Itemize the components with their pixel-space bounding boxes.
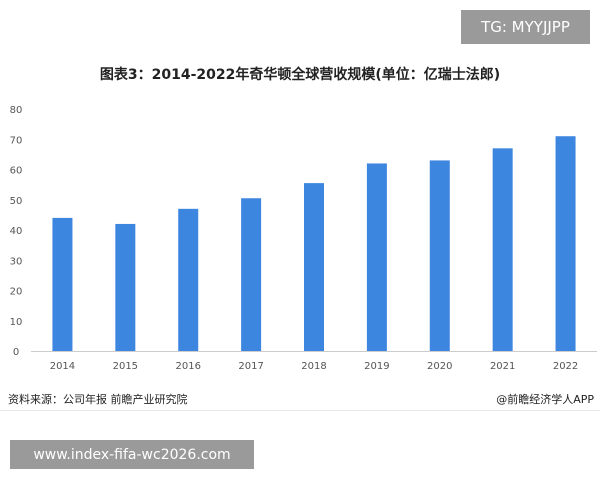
y-tick-label: 60	[10, 166, 23, 177]
y-tick-label: 80	[10, 105, 23, 116]
bar	[304, 183, 324, 351]
bar	[429, 160, 450, 351]
watermark-url: www.index-fifa-wc2026.com	[10, 440, 254, 469]
bar	[52, 217, 73, 351]
x-tick-label: 2014	[50, 361, 75, 372]
divider	[0, 410, 600, 411]
bar	[178, 208, 199, 351]
bar	[366, 163, 387, 351]
bar	[492, 148, 513, 351]
bar	[241, 198, 262, 351]
y-tick-label: 50	[10, 196, 23, 207]
y-tick-label: 20	[10, 287, 23, 298]
x-tick-label: 2015	[113, 361, 138, 372]
chart-title: 图表3：2014-2022年奇华顿全球营收规模(单位：亿瑞士法郎)	[99, 67, 501, 83]
y-tick-label: 0	[13, 347, 19, 358]
bar-chart: 0 10 20 30 40 50 60 70 80 2014 2015 2016 2017 2018 201…	[10, 105, 597, 372]
x-tick-label: 2020	[427, 361, 452, 372]
y-tick-label: 70	[10, 135, 23, 146]
watermark-tag: TG: MYYJJPP	[461, 10, 590, 44]
y-tick-label: 10	[10, 317, 23, 328]
x-tick-label: 2021	[490, 361, 515, 372]
bar	[115, 223, 136, 351]
y-tick-label: 40	[10, 226, 23, 237]
y-tick-label: 30	[10, 256, 23, 267]
credit-note: @前瞻经济学人APP	[496, 393, 594, 406]
x-tick-label: 2017	[238, 361, 263, 372]
source-note: 资料来源：公司年报 前瞻产业研究院	[8, 393, 188, 406]
x-tick-label: 2019	[364, 361, 389, 372]
bar	[555, 136, 576, 351]
x-tick-label: 2022	[553, 361, 578, 372]
x-tick-label: 2016	[175, 361, 200, 372]
x-tick-label: 2018	[301, 361, 326, 372]
